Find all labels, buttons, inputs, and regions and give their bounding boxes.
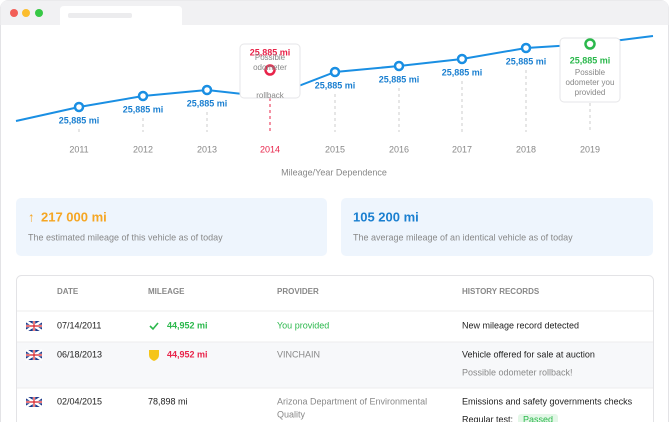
point-label: 25,885 mi — [59, 115, 100, 125]
tooltip-text: rollback — [256, 91, 285, 100]
min-dot[interactable] — [22, 9, 30, 17]
mileage: 78,898 mi — [148, 396, 188, 406]
point — [393, 60, 405, 72]
max-dot[interactable] — [35, 9, 43, 17]
year-label: 2016 — [389, 144, 409, 154]
test-result: Passed — [523, 414, 553, 422]
point — [329, 66, 341, 78]
warn-icon — [149, 350, 159, 361]
year-label: 2013 — [197, 144, 217, 154]
date: 06/18/2013 — [57, 349, 102, 359]
header: MILEAGE — [148, 287, 185, 296]
year-label: 2019 — [580, 144, 600, 154]
tooltip-text: Possible — [255, 53, 286, 62]
header: HISTORY RECORDS — [462, 287, 540, 296]
year-label: 2017 — [452, 144, 472, 154]
provider: VINCHAIN — [277, 349, 320, 359]
tooltip-text: odometer you — [566, 78, 615, 87]
record: Possible odometer rollback! — [462, 367, 573, 377]
point-label: 25,885 mi — [506, 56, 547, 66]
arrow: ↑ — [28, 209, 35, 224]
point-label: 25,885 mi — [187, 98, 228, 108]
check-icon — [149, 322, 159, 331]
point — [456, 53, 468, 65]
rows: 07/14/2011 44,952 mi You provided New milea… — [17, 319, 653, 422]
point-label: 25,885 mi — [570, 55, 611, 65]
header: DATE — [57, 287, 79, 296]
row-bg — [17, 342, 653, 388]
record: Emissions and safety governments checks — [462, 396, 633, 406]
year-label: 2011 — [69, 144, 88, 154]
point — [520, 42, 532, 54]
card — [341, 198, 653, 256]
point — [201, 84, 213, 96]
card — [16, 198, 327, 256]
header: PROVIDER — [277, 287, 319, 296]
provider: Quality — [277, 409, 306, 419]
provider: You provided — [277, 320, 329, 330]
close-dot[interactable] — [10, 9, 18, 17]
point — [264, 64, 276, 76]
tab-title — [68, 13, 132, 18]
card-text: The estimated mileage of this vehicle as… — [28, 232, 223, 242]
year-label: 2018 — [516, 144, 536, 154]
tooltip-text: Possible — [575, 68, 606, 77]
test-label: Regular test: — [462, 414, 513, 422]
chart: 25,885 mi 2011 25,885 mi 2012 25,885 mi 2013 2… — [15, 35, 654, 154]
date: 07/14/2011 — [57, 320, 101, 330]
point-label: 25,885 mi — [315, 80, 356, 90]
card-value: 105 200 mi — [353, 209, 419, 224]
record: Vehicle offered for sale at auction — [462, 349, 595, 359]
flag-cross — [26, 397, 42, 407]
year-label: 2012 — [133, 144, 153, 154]
year-label: 2014 — [260, 144, 280, 154]
point-label: 25,885 mi — [250, 47, 291, 57]
tooltip-text: provided — [575, 88, 606, 97]
card-value: 217 000 mi — [41, 209, 107, 224]
point-label: 25,885 mi — [442, 67, 483, 77]
date: 02/04/2015 — [57, 396, 102, 406]
record: New mileage record detected — [462, 320, 579, 330]
tooltip-text: odometer — [253, 63, 287, 72]
card-text: The average mileage of an identical vehi… — [353, 232, 573, 242]
point — [137, 90, 149, 102]
year-label: 2015 — [325, 144, 345, 154]
badge — [518, 414, 558, 422]
point-label: 25,885 mi — [123, 104, 164, 114]
point — [73, 101, 85, 113]
mileage: 44,952 mi — [167, 349, 208, 359]
provider: Arizona Department of Environmental — [277, 396, 427, 406]
flag-cross — [26, 321, 42, 331]
point — [584, 38, 596, 50]
point-label: 25,885 mi — [379, 74, 420, 84]
chart-title: Mileage/Year Dependence — [281, 167, 387, 177]
flag-cross — [26, 350, 42, 360]
mileage: 44,952 mi — [167, 320, 208, 330]
tooltip — [559, 37, 621, 103]
